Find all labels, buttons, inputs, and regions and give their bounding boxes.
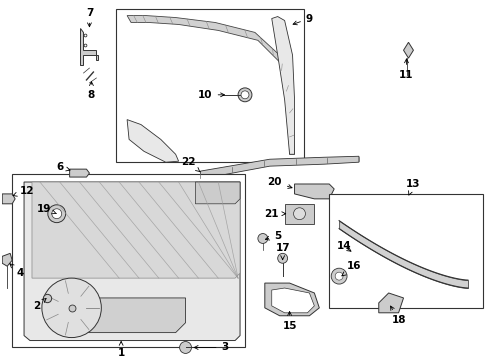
Text: 18: 18 [391, 306, 406, 325]
Text: 13: 13 [406, 179, 421, 195]
Text: 7: 7 [86, 8, 93, 27]
Text: 8: 8 [88, 82, 95, 100]
Circle shape [331, 268, 347, 284]
Text: 16: 16 [342, 261, 361, 276]
Polygon shape [81, 298, 186, 333]
Circle shape [294, 208, 305, 220]
Text: 10: 10 [198, 90, 224, 100]
Polygon shape [379, 293, 404, 313]
Polygon shape [285, 204, 315, 224]
Text: 5: 5 [266, 230, 281, 240]
Text: 22: 22 [181, 157, 200, 172]
Circle shape [48, 205, 66, 222]
Circle shape [238, 88, 252, 102]
Polygon shape [196, 182, 240, 204]
Text: 4: 4 [10, 264, 24, 278]
Polygon shape [70, 169, 90, 177]
Circle shape [335, 272, 343, 280]
Polygon shape [200, 156, 359, 179]
Text: 3: 3 [194, 342, 229, 352]
Polygon shape [272, 288, 315, 313]
Circle shape [258, 234, 268, 243]
Text: 6: 6 [56, 162, 70, 172]
Polygon shape [272, 17, 294, 154]
Polygon shape [404, 42, 414, 58]
Polygon shape [79, 28, 98, 65]
Polygon shape [294, 184, 334, 199]
Polygon shape [24, 182, 240, 341]
Text: 14: 14 [337, 242, 351, 251]
Bar [116, 9, 304, 162]
Bar [329, 194, 483, 308]
Circle shape [180, 342, 192, 354]
Text: 20: 20 [268, 177, 292, 188]
Text: 1: 1 [118, 342, 125, 359]
Circle shape [278, 253, 288, 263]
Text: 2: 2 [33, 298, 46, 311]
Polygon shape [2, 253, 12, 266]
Polygon shape [127, 120, 179, 162]
Text: 17: 17 [275, 243, 290, 260]
Polygon shape [32, 182, 240, 278]
Circle shape [42, 278, 101, 338]
Text: 9: 9 [293, 14, 313, 25]
Polygon shape [2, 194, 15, 204]
Text: 19: 19 [37, 204, 56, 214]
Text: 12: 12 [13, 186, 34, 196]
Circle shape [52, 209, 62, 219]
Polygon shape [265, 283, 319, 316]
Text: 11: 11 [399, 59, 414, 80]
Circle shape [241, 91, 249, 99]
Text: 21: 21 [265, 209, 286, 219]
Text: 15: 15 [282, 311, 297, 331]
Polygon shape [127, 15, 294, 154]
Bar [12, 174, 245, 347]
